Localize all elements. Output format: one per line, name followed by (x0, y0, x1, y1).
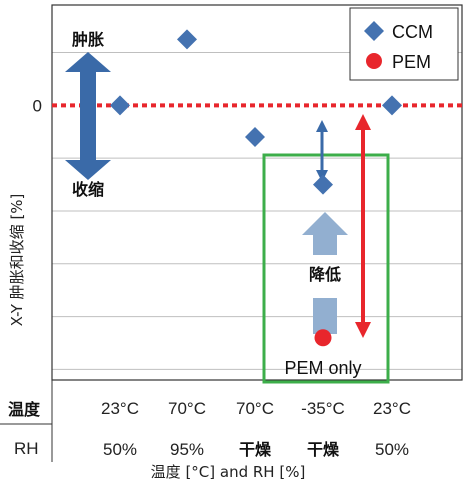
x-temp-label: 70°C (168, 399, 206, 418)
y-tick-label: 0 (33, 96, 42, 115)
ccm-point (110, 95, 130, 116)
shrink-label: 收缩 (72, 180, 104, 199)
legend: CCM PEM (349, 7, 459, 81)
legend-ccm-label: CCM (392, 22, 433, 42)
x-rh-label: 干燥 (307, 440, 340, 459)
legend-ccm-marker (364, 21, 384, 41)
decrease-label: 降低 (309, 265, 341, 284)
swell-label: 肿胀 (72, 30, 104, 49)
ccm-point (313, 174, 333, 195)
ccm-point (177, 29, 197, 50)
x-rh-label: 干燥 (239, 440, 272, 459)
y-axis-title: X-Y 肿胀和收缩 [%] (8, 194, 26, 327)
x-rh-label: 50% (375, 440, 409, 459)
plot-area (51, 4, 463, 381)
temp-row-label: 温度 (7, 400, 41, 419)
x-temp-label: 23°C (373, 399, 411, 418)
x-rh-label: 50% (103, 440, 137, 459)
legend-pem-label: PEM (392, 52, 431, 72)
swell-shrink-arrow (65, 52, 111, 180)
ccm-point (245, 127, 265, 148)
x-rh-label: 95% (170, 440, 204, 459)
gridlines (52, 52, 462, 370)
pem-point (314, 329, 332, 347)
ccm-point (382, 95, 402, 116)
rh-row-label: RH (14, 439, 39, 458)
x-temp-label: -35°C (301, 399, 345, 418)
x-axis-title: 温度 [°C] and RH [%] (151, 463, 306, 481)
legend-pem-marker (366, 53, 382, 69)
legend-box (349, 7, 459, 81)
x-category-labels: 23°C 50% 70°C 95% 70°C 干燥 -35°C 干燥 23°C 50% (101, 399, 411, 459)
pem-only-label: PEM only (284, 358, 361, 378)
decrease-arrow (302, 212, 348, 334)
x-temp-label: 23°C (101, 399, 139, 418)
x-temp-label: 70°C (236, 399, 274, 418)
data-markers (110, 29, 402, 347)
